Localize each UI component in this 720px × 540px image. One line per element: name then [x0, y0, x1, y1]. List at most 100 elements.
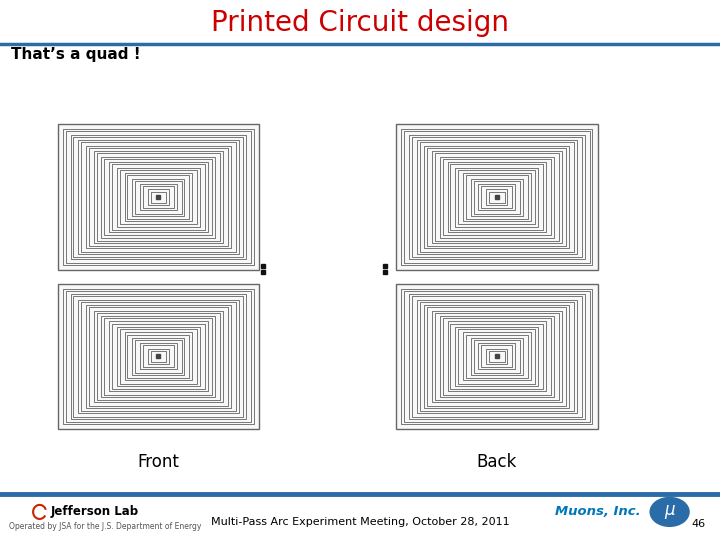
Text: Multi-Pass Arc Experiment Meeting, October 28, 2011: Multi-Pass Arc Experiment Meeting, Octob…: [211, 517, 509, 527]
Bar: [66, 131, 251, 262]
Text: Back: Back: [477, 453, 517, 471]
Bar: [432, 151, 562, 243]
Bar: [73, 296, 243, 416]
Bar: [117, 327, 200, 386]
Bar: [66, 291, 251, 422]
Bar: [417, 140, 577, 254]
Bar: [440, 316, 554, 397]
Bar: [424, 305, 570, 408]
Text: $\mu$: $\mu$: [664, 503, 675, 521]
Bar: [417, 300, 577, 413]
Bar: [435, 153, 559, 241]
Bar: [458, 329, 536, 384]
Bar: [458, 170, 536, 225]
Bar: [109, 321, 207, 392]
Bar: [104, 318, 212, 395]
Text: Jefferson Lab: Jefferson Lab: [50, 505, 138, 518]
Circle shape: [649, 497, 690, 527]
Bar: [94, 310, 223, 402]
Bar: [396, 284, 598, 429]
Bar: [86, 305, 231, 408]
Bar: [424, 146, 570, 248]
Bar: [455, 327, 539, 386]
Bar: [420, 302, 574, 411]
Text: Front: Front: [138, 453, 179, 471]
Bar: [466, 175, 528, 219]
Bar: [143, 346, 174, 367]
Bar: [404, 291, 590, 422]
Bar: [451, 164, 543, 230]
Bar: [127, 334, 189, 378]
Text: That’s a quad !: That’s a quad !: [11, 46, 140, 62]
Bar: [474, 181, 520, 213]
Bar: [102, 316, 215, 397]
Bar: [132, 179, 184, 215]
Bar: [474, 340, 520, 373]
Bar: [71, 135, 246, 259]
Bar: [420, 143, 574, 252]
Bar: [89, 148, 228, 246]
Bar: [486, 349, 508, 364]
Bar: [463, 332, 531, 380]
Bar: [404, 131, 590, 262]
Text: Operated by JSA for the J.S. Department of Energy: Operated by JSA for the J.S. Department …: [9, 522, 201, 531]
Bar: [427, 307, 567, 406]
Bar: [140, 343, 176, 369]
Bar: [117, 167, 200, 227]
Bar: [81, 143, 235, 252]
Bar: [102, 157, 215, 238]
Bar: [96, 153, 220, 241]
Bar: [482, 346, 512, 367]
Bar: [81, 302, 235, 411]
Bar: [132, 338, 184, 375]
Bar: [396, 124, 598, 270]
Bar: [412, 296, 582, 416]
Bar: [479, 184, 515, 210]
Bar: [140, 184, 176, 210]
Bar: [63, 129, 254, 265]
Bar: [78, 140, 238, 254]
Bar: [482, 186, 512, 208]
Bar: [135, 340, 181, 373]
Bar: [409, 294, 585, 418]
Bar: [86, 146, 231, 248]
Bar: [109, 162, 207, 232]
Bar: [135, 181, 181, 213]
Bar: [78, 300, 238, 413]
Text: Muons, Inc.: Muons, Inc.: [555, 505, 640, 518]
Bar: [150, 351, 166, 362]
Bar: [63, 288, 254, 424]
Bar: [150, 192, 166, 202]
Bar: [486, 190, 508, 205]
Bar: [427, 148, 567, 246]
Bar: [104, 159, 212, 235]
Bar: [112, 164, 204, 230]
Bar: [125, 332, 192, 380]
Bar: [443, 318, 551, 395]
Bar: [120, 329, 197, 384]
Bar: [448, 321, 546, 392]
Bar: [463, 173, 531, 221]
Bar: [94, 151, 223, 243]
Bar: [455, 167, 539, 227]
Bar: [440, 157, 554, 238]
Bar: [489, 351, 505, 362]
Bar: [127, 175, 189, 219]
Bar: [58, 284, 259, 429]
Bar: [435, 313, 559, 400]
Bar: [479, 343, 515, 369]
Bar: [451, 323, 543, 389]
Bar: [401, 288, 593, 424]
Bar: [401, 129, 593, 265]
Bar: [409, 135, 585, 259]
Bar: [148, 190, 169, 205]
Bar: [448, 162, 546, 232]
Bar: [73, 137, 243, 257]
Text: 46: 46: [691, 519, 706, 529]
Bar: [58, 124, 259, 270]
Bar: [120, 170, 197, 225]
Bar: [466, 334, 528, 378]
Bar: [143, 186, 174, 208]
Bar: [148, 349, 169, 364]
Bar: [96, 313, 220, 400]
